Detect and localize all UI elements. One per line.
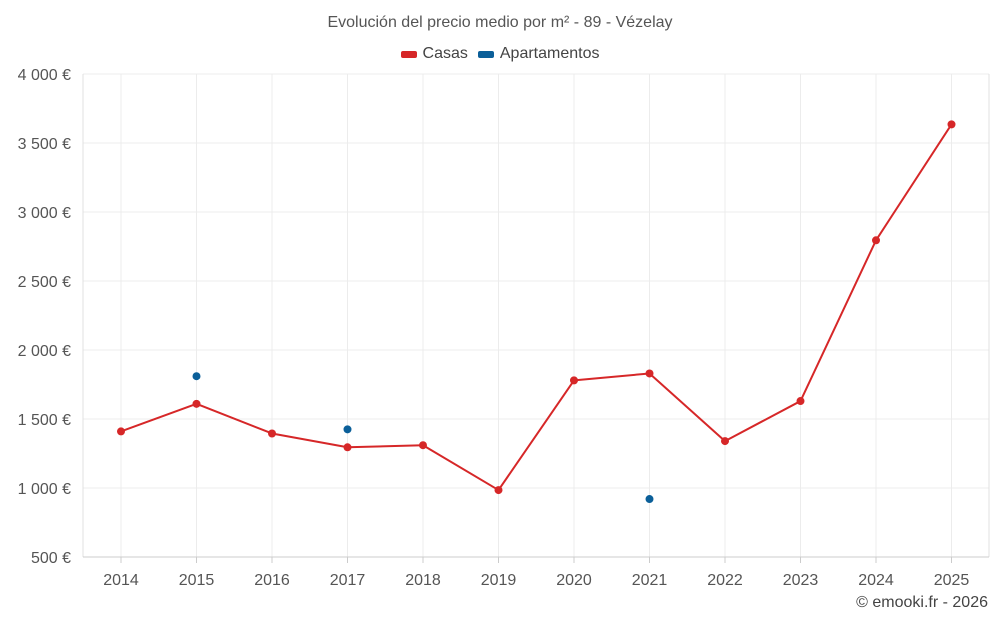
y-tick-label: 1 000 € [18,481,71,498]
y-tick-label: 4 000 € [18,67,71,84]
legend-item-casas[interactable]: Casas [400,45,468,63]
x-tick-label: 2022 [707,572,743,589]
x-tick-label: 2017 [330,572,366,589]
data-point-casas [645,369,654,378]
legend-swatch-casas [400,50,417,58]
legend-swatch-apartamentos [477,50,494,58]
data-point-casas [947,120,956,129]
y-tick-label: 500 € [31,550,71,567]
x-tick-label: 2015 [179,572,215,589]
data-point-casas [117,427,125,436]
grid [83,73,989,558]
x-tick-label: 2014 [103,572,139,589]
copyright-text: © emooki.fr - 2026 [856,594,988,611]
y-tick-label: 3 000 € [18,205,71,222]
chart-title: Evolución del precio medio por m² - 89 -… [327,14,673,31]
y-tick-label: 2 000 € [18,343,71,360]
x-tick-label: 2018 [405,572,441,589]
data-point-apartamentos [343,425,352,434]
y-tick-label: 3 500 € [18,136,71,153]
data-point-casas [343,443,352,452]
series-line-casas [120,123,953,492]
data-point-casas [872,236,880,245]
x-tick-label: 2019 [481,572,517,589]
x-tick-label: 2024 [858,572,894,589]
data-point-casas [419,441,427,450]
x-tick-label: 2016 [254,572,290,589]
data-point-casas [268,429,276,438]
x-tick-label: 2020 [556,572,592,589]
series [117,120,956,504]
data-point-casas [494,486,503,495]
y-tick-label: 2 500 € [18,274,71,291]
x-tick-label: 2021 [632,572,668,589]
data-point-apartamentos [645,495,654,504]
legend-label-casas: Casas [422,45,468,62]
y-tick-label: 1 500 € [18,412,71,429]
axes: 500 € 1 000 € 1 500 € 2 000 € 2 500 € 3 000 €… [18,67,990,589]
legend: Casas Apartamentos [0,45,1000,63]
legend-item-apartamentos[interactable]: Apartamentos [477,45,600,63]
x-tick-label: 2023 [783,572,819,589]
data-point-apartamentos [192,372,201,381]
data-point-casas [192,399,201,408]
x-tick-label: 2025 [934,572,970,589]
data-point-casas [721,437,729,446]
legend-label-apartamentos: Apartamentos [499,45,600,62]
data-point-casas [796,397,805,406]
data-point-casas [570,376,578,385]
